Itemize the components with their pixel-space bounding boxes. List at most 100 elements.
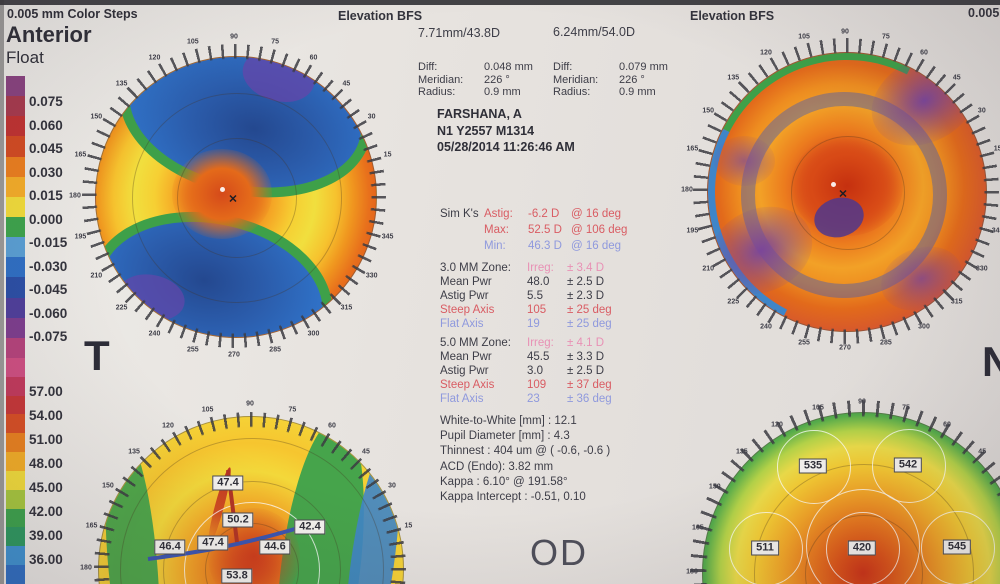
color-step (6, 527, 25, 547)
degree-tick-label: 165 (85, 522, 98, 530)
zone5-steepaxis-tol: ± 37 deg (567, 378, 612, 391)
degree-tick-label: 270 (839, 344, 851, 352)
zone3-meanpwr-tol: ± 2.5 D (567, 275, 604, 288)
anterior-title: Anterior (6, 22, 92, 47)
color-step (6, 508, 25, 528)
color-step (6, 470, 25, 490)
scale-value-label: -0.015 (29, 235, 68, 250)
degree-tick-label: 315 (340, 304, 353, 312)
degree-tick-label: 75 (288, 406, 297, 414)
zone-5mm-block: 5.0 MM Zone: Irreg: ± 4.1 D Mean Pwr 45.5… (440, 337, 612, 407)
zone5-flataxis-value: 23 (527, 392, 540, 405)
zone5-astigpwr-value: 3.0 (527, 364, 543, 377)
degree-tick-label: 15 (383, 151, 392, 159)
photo-top-edge (0, 0, 1000, 5)
degree-tick-label: 315 (950, 298, 963, 306)
degree-tick-label: 90 (246, 400, 254, 408)
degree-tick-label: 75 (881, 33, 890, 41)
kappa-line: Kappa : 6.10° @ 191.58° (440, 475, 568, 488)
zone3-title: 3.0 MM Zone: (440, 262, 511, 274)
diff-value: 0.048 mm (484, 61, 533, 73)
zone5-meanpwr-tol: ± 3.3 D (567, 350, 604, 363)
degree-tick-label: 45 (978, 448, 987, 456)
radius-value: 0.9 mm (619, 86, 656, 98)
diff-value: 0.079 mm (619, 61, 668, 73)
color-step (6, 317, 25, 338)
degree-tick-label: 270 (228, 351, 240, 359)
degree-tick-label: 330 (365, 272, 378, 279)
axial-curvature-map (98, 416, 404, 584)
scale-value-label: 54.00 (29, 408, 63, 423)
scale-value-label: 45.00 (29, 480, 63, 495)
simk-astig-axis: @ 16 deg (571, 208, 622, 220)
color-step (6, 116, 25, 137)
elevation-color-bar (6, 76, 25, 358)
meridian-value: 226 ° (619, 73, 645, 86)
degree-tick-label: 120 (760, 49, 772, 57)
thinnest-line: Thinnest : 404 um @ ( -0.6, -0.6 ) (440, 445, 611, 458)
scale-value-label: -0.045 (29, 282, 68, 297)
scale-value-label: 0.045 (29, 141, 63, 156)
color-step (6, 277, 25, 298)
mid-ring (132, 93, 342, 303)
color-step (6, 376, 25, 396)
zone5-flataxis-label: Flat Axis (440, 392, 484, 405)
degree-tick-label: 150 (702, 107, 714, 115)
color-steps-label: 0.005 mm Color Steps (7, 7, 138, 21)
zone5-meanpwr-value: 45.5 (527, 350, 550, 363)
curvature-scale-labels: 57.00 54.00 51.00 48.00 45.00 42.00 39.00 36.00 (29, 385, 79, 567)
color-step (6, 216, 25, 238)
scale-value-label: 57.00 (29, 384, 63, 399)
mid-ring (754, 464, 974, 584)
zone3-steepaxis-label: Steep Axis (440, 303, 495, 316)
zone3-astigpwr-value: 5.5 (527, 289, 543, 302)
zone5-astigpwr-label: Astig Pwr (440, 364, 489, 377)
simk-min-axis: @ 16 deg (571, 240, 622, 252)
degree-tick-label: 165 (686, 145, 699, 153)
zone5-irreg-label: Irreg: (527, 337, 554, 349)
biometry-block: White-to-White [mm] : 12.1 Pupil Diamete… (440, 414, 610, 505)
zone5-irreg-value: ± 4.1 D (567, 337, 604, 349)
color-step (6, 76, 25, 97)
color-step (6, 257, 25, 278)
degree-tick-label: 255 (187, 346, 199, 354)
degree-tick-label: 180 (80, 564, 92, 572)
color-step (6, 433, 25, 453)
simk-label: Sim K's (440, 208, 479, 220)
degree-tick-label: 135 (727, 74, 740, 82)
zone3-steepaxis-tol: ± 25 deg (567, 303, 612, 316)
zone5-flataxis-tol: ± 36 deg (567, 392, 612, 405)
scale-value-label: 0.000 (29, 211, 63, 227)
scale-value-label: -0.060 (29, 305, 68, 321)
degree-tick-label: 225 (727, 298, 740, 306)
right-bfs-value: 6.24mm/54.0D (553, 25, 635, 39)
degree-tick-label: 285 (880, 339, 892, 347)
degree-tick-label: 15 (404, 522, 413, 530)
left-bfs-value: 7.71mm/43.8D (418, 26, 500, 40)
simk-astig-value: -6.2 D (528, 208, 560, 220)
scale-value-label: 0.030 (29, 164, 63, 180)
degree-tick-label: 75 (271, 38, 280, 46)
right-diff-table: Diff: 0.079 mm Meridian: 226 ° Radius: 0.9 … (553, 61, 668, 99)
color-step (6, 546, 25, 566)
diff-label: Diff: (553, 61, 573, 73)
zone5-astigpwr-tol: ± 2.5 D (567, 364, 604, 377)
scale-value-label: 0.060 (29, 117, 63, 133)
photo-left-edge (0, 0, 4, 584)
zone3-irreg-label: Irreg: (527, 262, 554, 274)
zone3-astigpwr-label: Astig Pwr (440, 289, 489, 302)
zone3-steepaxis-value: 105 (527, 303, 547, 316)
degree-tick-label: 345 (381, 233, 394, 241)
zone5-meanpwr-label: Mean Pwr (440, 350, 492, 363)
meridian-label: Meridian: (418, 73, 464, 86)
exam-datetime: 05/28/2014 11:26:46 AM (437, 140, 575, 154)
degree-tick-label: 120 (162, 422, 174, 430)
scale-value-label: 39.00 (29, 528, 63, 543)
zone3-meanpwr-label: Mean Pwr (440, 275, 492, 288)
degree-tick-label: 180 (681, 186, 693, 194)
simk-min-value: 46.3 D (528, 240, 562, 252)
meridian-value: 226 ° (484, 73, 510, 86)
scale-value-label: -0.030 (29, 258, 68, 274)
radius-label: Radius: (553, 86, 591, 98)
